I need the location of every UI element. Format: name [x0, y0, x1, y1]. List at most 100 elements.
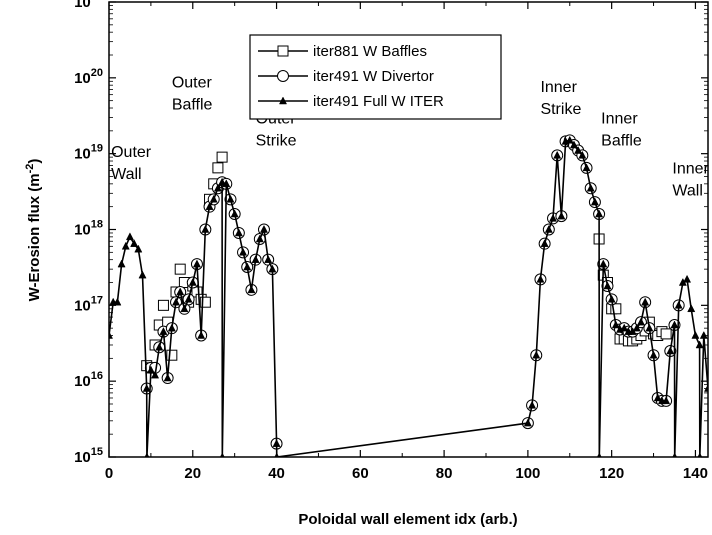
- data-point-triangle: [699, 330, 708, 339]
- data-point-triangle: [251, 255, 260, 263]
- data-point-triangle: [138, 270, 147, 279]
- data-point-square: [166, 349, 178, 361]
- x-tick-label: 100: [515, 465, 540, 482]
- data-point-triangle: [264, 255, 273, 263]
- data-point-triangle: [595, 209, 604, 218]
- data-point-triangle: [582, 163, 591, 172]
- data-point-triangle: [255, 234, 264, 243]
- data-point-triangle: [636, 317, 645, 326]
- data-point-square: [660, 328, 672, 340]
- y-tick-label: 1021: [74, 0, 103, 11]
- data-point-triangle: [536, 274, 545, 283]
- data-point-square: [174, 263, 186, 275]
- data-point-triangle: [574, 145, 583, 154]
- data-point-triangle: [590, 197, 599, 206]
- data-point-triangle: [565, 135, 574, 144]
- data-point-triangle: [134, 244, 143, 253]
- data-point-triangle: [268, 264, 277, 273]
- data-point-triangle: [259, 224, 268, 233]
- series-layer: [109, 134, 708, 457]
- data-point-triangle: [549, 213, 558, 222]
- data-point-triangle: [117, 259, 126, 268]
- data-point-triangle: [645, 323, 654, 332]
- data-point-triangle: [222, 179, 231, 188]
- data-point-triangle: [125, 232, 134, 241]
- data-point-triangle: [155, 342, 164, 351]
- data-point-triangle: [176, 287, 185, 296]
- y-tick-label: 1018: [74, 219, 103, 239]
- region-label: Outer Wall: [111, 144, 152, 183]
- legend-box: [249, 34, 502, 120]
- legend-label: iter881 W Baffles: [313, 43, 427, 60]
- x-tick-label: 120: [599, 465, 624, 482]
- data-point-triangle: [192, 259, 201, 268]
- y-tick-label: 1015: [74, 446, 103, 466]
- data-point-triangle: [695, 340, 704, 349]
- data-point-triangle: [691, 330, 700, 339]
- data-point-triangle: [219, 452, 225, 457]
- data-point-triangle: [201, 224, 210, 233]
- y-tick-label: 1019: [74, 143, 103, 163]
- data-point-triangle: [632, 323, 641, 332]
- data-point-triangle: [234, 228, 243, 237]
- legend-label: iter491 W Divertor: [313, 68, 434, 85]
- data-point-square: [157, 299, 169, 311]
- data-point-triangle: [274, 452, 280, 457]
- data-point-square: [212, 162, 224, 174]
- data-point-triangle: [596, 452, 602, 457]
- region-label: Inner Baffle: [601, 110, 642, 149]
- data-point-triangle: [532, 350, 541, 359]
- data-point-square: [610, 303, 622, 315]
- x-tick-label: 80: [436, 465, 453, 482]
- data-point-triangle: [649, 350, 658, 359]
- data-point-triangle: [146, 365, 155, 374]
- legend-marker-square: [277, 45, 289, 57]
- data-point-triangle: [528, 400, 537, 409]
- data-point-triangle: [113, 297, 122, 306]
- data-point-triangle: [553, 150, 562, 159]
- data-point-triangle: [230, 209, 239, 218]
- data-point-triangle: [578, 150, 587, 159]
- series-triangle: [109, 135, 708, 457]
- annotations: OuterWallOuterBaffleOuterStrikeInnerStri…: [111, 74, 709, 199]
- x-tick-label: 140: [683, 465, 708, 482]
- data-point-triangle: [184, 294, 193, 303]
- data-point-triangle: [569, 140, 578, 149]
- region-label: Inner Strike: [540, 79, 581, 118]
- y-tick-label: 1016: [74, 370, 103, 390]
- data-point-square: [199, 296, 211, 308]
- y-tick-label: 1017: [74, 294, 103, 314]
- data-point-triangle: [180, 304, 189, 313]
- x-tick-label: 40: [268, 465, 285, 482]
- data-point-triangle: [670, 320, 679, 329]
- data-point-triangle: [167, 323, 176, 332]
- data-point-triangle: [599, 259, 608, 268]
- region-label: Inner Wall: [672, 160, 709, 199]
- data-point-triangle: [687, 304, 696, 313]
- data-point-triangle: [163, 373, 172, 382]
- legend: iter881 W Baffles iter491 W Divertor iter4…: [249, 34, 502, 120]
- data-point-triangle: [209, 194, 218, 203]
- data-point-triangle: [172, 297, 181, 306]
- data-point-triangle: [130, 239, 139, 247]
- data-point-triangle: [703, 383, 708, 392]
- data-point-triangle: [226, 194, 235, 203]
- y-axis-title-main: W-Erosion flux (m: [26, 173, 43, 301]
- data-point-triangle: [142, 383, 151, 392]
- data-point-triangle: [239, 247, 248, 256]
- data-point-triangle: [247, 285, 256, 294]
- data-point-triangle: [586, 183, 595, 192]
- series-line: [109, 139, 708, 457]
- data-point-triangle: [683, 274, 692, 283]
- data-point-triangle: [607, 294, 616, 303]
- data-point-triangle: [188, 277, 197, 286]
- data-point-square: [216, 151, 228, 163]
- y-axis-title-sup: -2: [24, 164, 36, 174]
- data-point-triangle: [620, 323, 629, 332]
- y-axis: 1015 1016 1017 1018 1019 1020 1021: [74, 0, 708, 466]
- data-point-triangle: [197, 330, 206, 339]
- data-point-triangle: [159, 327, 168, 335]
- data-point-triangle: [697, 452, 703, 457]
- data-point-triangle: [151, 370, 160, 379]
